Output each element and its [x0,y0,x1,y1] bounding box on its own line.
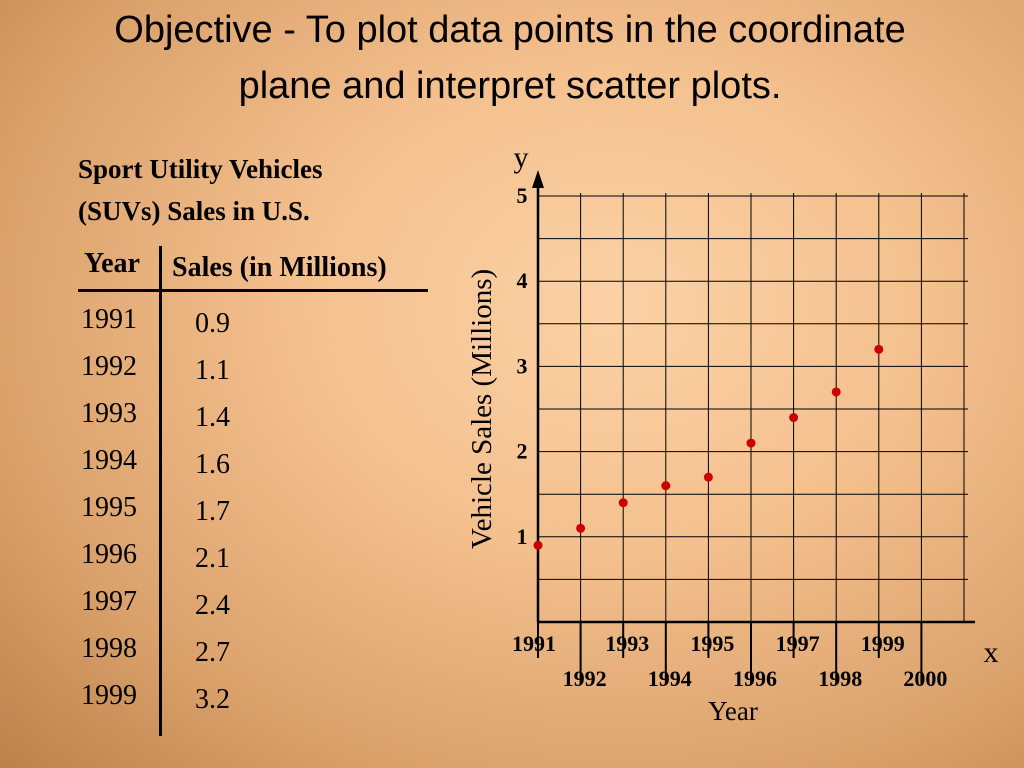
data-point [661,481,671,491]
sales-table: Year Sales (in Millions) 1991 0.9 1992 1… [78,246,430,736]
row-year: 1994 [81,445,137,476]
row-year: 1999 [81,680,137,711]
table-header-divider [78,289,428,292]
y-tick-label: 2 [517,439,528,464]
x-tick-label: 1998 [818,666,862,691]
data-point [618,498,628,508]
slide-title: Objective - To plot data points in the c… [114,9,906,107]
table-row: 1991 0.9 [78,304,430,350]
table-row: 1994 1.6 [78,445,430,491]
x-tick-label: 1992 [563,666,607,691]
row-year: 1996 [81,539,137,570]
data-point [576,523,586,533]
row-year: 1995 [81,492,137,523]
row-year: 1998 [81,633,137,664]
x-tick-label: 1995 [690,631,734,656]
table-row: 1993 1.4 [78,398,430,444]
row-sales: 1.7 [195,496,230,527]
y-tick-label: 1 [517,524,528,549]
data-point [874,344,884,354]
row-sales: 3.2 [195,684,230,715]
row-sales: 0.9 [195,308,230,339]
row-year: 1997 [81,586,137,617]
y-axis-arrow [532,170,544,188]
table-column-divider [159,246,162,736]
x-axis-title: Year [708,696,758,726]
data-point [533,540,543,550]
row-sales: 1.1 [195,355,230,386]
table-heading: Sport Utility Vehicles (SUVs) Sales in U… [78,148,438,232]
x-tick-label: 1994 [648,666,692,691]
column-header-year: Year [84,248,140,279]
table-row: 1995 1.7 [78,492,430,538]
column-header-sales: Sales (in Millions) [172,252,387,283]
x-tick-label: 1991 [512,631,556,656]
x-tick-label: 2000 [903,666,947,691]
y-axis-title: Vehicle Sales (Millions) [466,269,498,549]
row-year: 1991 [81,304,137,335]
row-sales: 2.7 [195,637,230,668]
table-row: 1996 2.1 [78,539,430,585]
table-row: 1992 1.1 [78,351,430,397]
row-sales: 2.1 [195,543,230,574]
table-heading-line-1: Sport Utility Vehicles [78,154,323,184]
row-sales: 1.4 [195,402,230,433]
y-tick-label: 5 [517,183,528,208]
y-tick-label: 3 [517,353,528,378]
row-sales: 1.6 [195,449,230,480]
x-tick-label: 1997 [776,631,820,656]
data-point [746,438,756,448]
x-axis-letter: x [984,636,999,669]
data-point [789,413,799,423]
table-row: 1998 2.7 [78,633,430,679]
row-year: 1992 [81,351,137,382]
row-sales: 2.4 [195,590,230,621]
data-point [831,387,841,397]
x-tick-label: 1999 [861,631,905,656]
y-tick-label: 4 [517,268,528,293]
x-tick-label: 1993 [605,631,649,656]
table-row: 1999 3.2 [78,680,430,726]
x-tick-label: 1996 [733,666,777,691]
y-axis-letter: y [514,141,529,174]
row-year: 1993 [81,398,137,429]
table-heading-line-2: (SUVs) Sales in U.S. [78,196,310,226]
data-point [703,472,713,482]
table-row: 1997 2.4 [78,586,430,632]
